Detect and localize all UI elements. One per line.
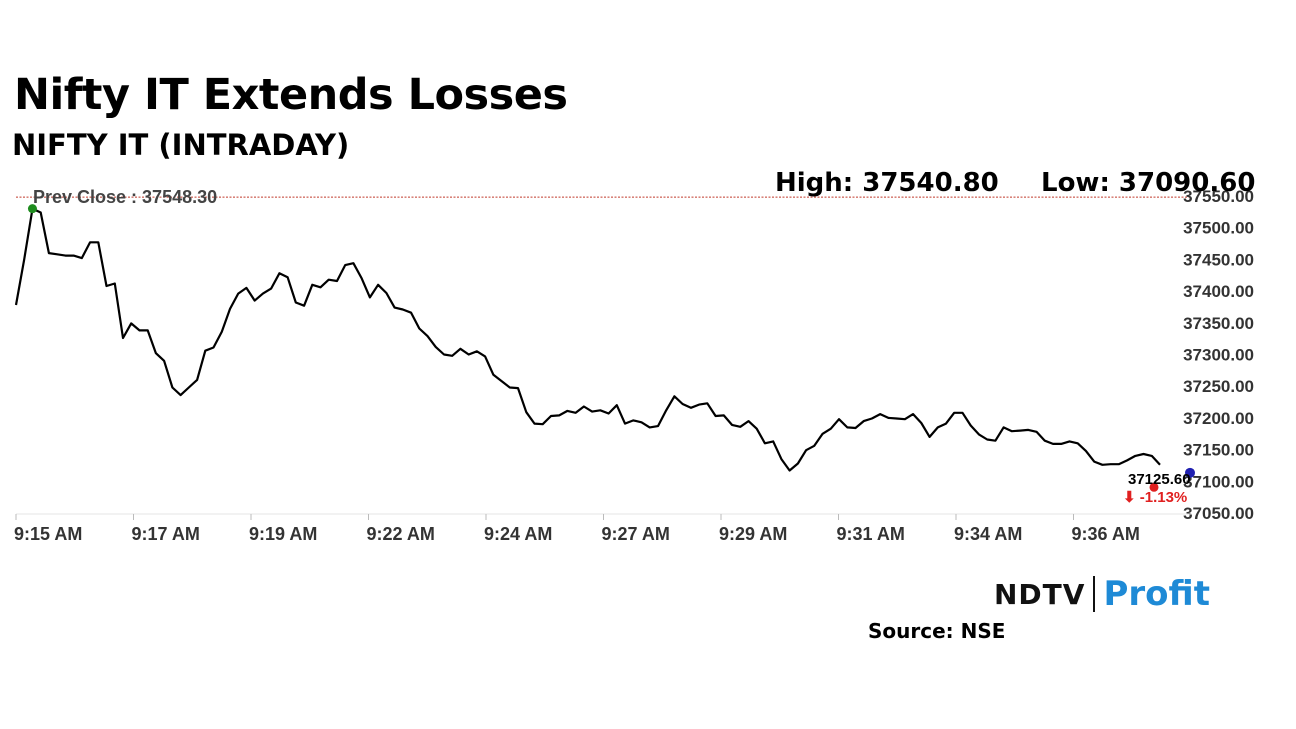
y-tick-label: 37100.00 <box>1183 472 1254 491</box>
price-series-line <box>14 207 1161 472</box>
y-tick-label: 37150.00 <box>1183 441 1254 460</box>
x-tick-label: 9:34 AM <box>954 524 1022 544</box>
current-marker <box>1185 467 1195 478</box>
x-tick-label: 9:24 AM <box>484 524 552 544</box>
x-tick-label: 9:31 AM <box>837 524 905 544</box>
y-tick-label: 37500.00 <box>1183 219 1254 238</box>
x-tick-label: 9:22 AM <box>367 524 435 544</box>
source-note: Source: NSE <box>868 619 1006 643</box>
last-value-label: 37125.60 <box>1128 471 1191 488</box>
x-tick-label: 9:36 AM <box>1072 524 1140 544</box>
high-marker <box>27 204 37 214</box>
y-tick-label: 37200.00 <box>1183 409 1254 428</box>
brand-separator <box>1093 576 1096 612</box>
brand-ndtv: NDTV <box>994 577 1086 611</box>
x-tick-label: 9:19 AM <box>249 524 317 544</box>
y-tick-label: 37050.00 <box>1183 504 1254 523</box>
y-axis: 37550.00 37500.00 37450.00 37400.00 37350.00… <box>1183 187 1254 523</box>
high-value-label: High: 37540.80 <box>775 168 999 198</box>
x-axis: 9:15 AM 9:17 AM 9:19 AM 9:22 AM 9:24 AM 9:27 … <box>14 513 1192 544</box>
y-tick-label: 37300.00 <box>1183 346 1254 365</box>
x-tick-label: 9:17 AM <box>132 524 200 544</box>
low-marker <box>1149 482 1159 492</box>
chart-subtitle: NIFTY IT (INTRADAY) <box>12 128 350 162</box>
x-tick-label: 9:29 AM <box>719 524 787 544</box>
x-tick-label: 9:27 AM <box>602 524 670 544</box>
y-tick-label: 37450.00 <box>1183 250 1254 269</box>
prev-close-label: Prev Close : 37548.30 <box>33 187 217 207</box>
y-tick-label: 37250.00 <box>1183 377 1254 396</box>
ndtv-profit-logo: NDTV Profit <box>994 574 1210 614</box>
prev-close-reference: Prev Close : 37548.30 <box>16 187 1192 207</box>
low-value-label: Low: 37090.60 <box>1041 168 1256 198</box>
brand-profit: Profit <box>1103 574 1210 614</box>
change-label: ⬇ -1.13% <box>1123 489 1187 506</box>
chart-title: Nifty IT Extends Losses <box>14 70 568 120</box>
x-tick-label: 9:15 AM <box>14 524 82 544</box>
y-tick-label: 37350.00 <box>1183 314 1254 333</box>
y-tick-label: 37400.00 <box>1183 282 1254 301</box>
y-tick-label: 37550.00 <box>1183 187 1254 206</box>
